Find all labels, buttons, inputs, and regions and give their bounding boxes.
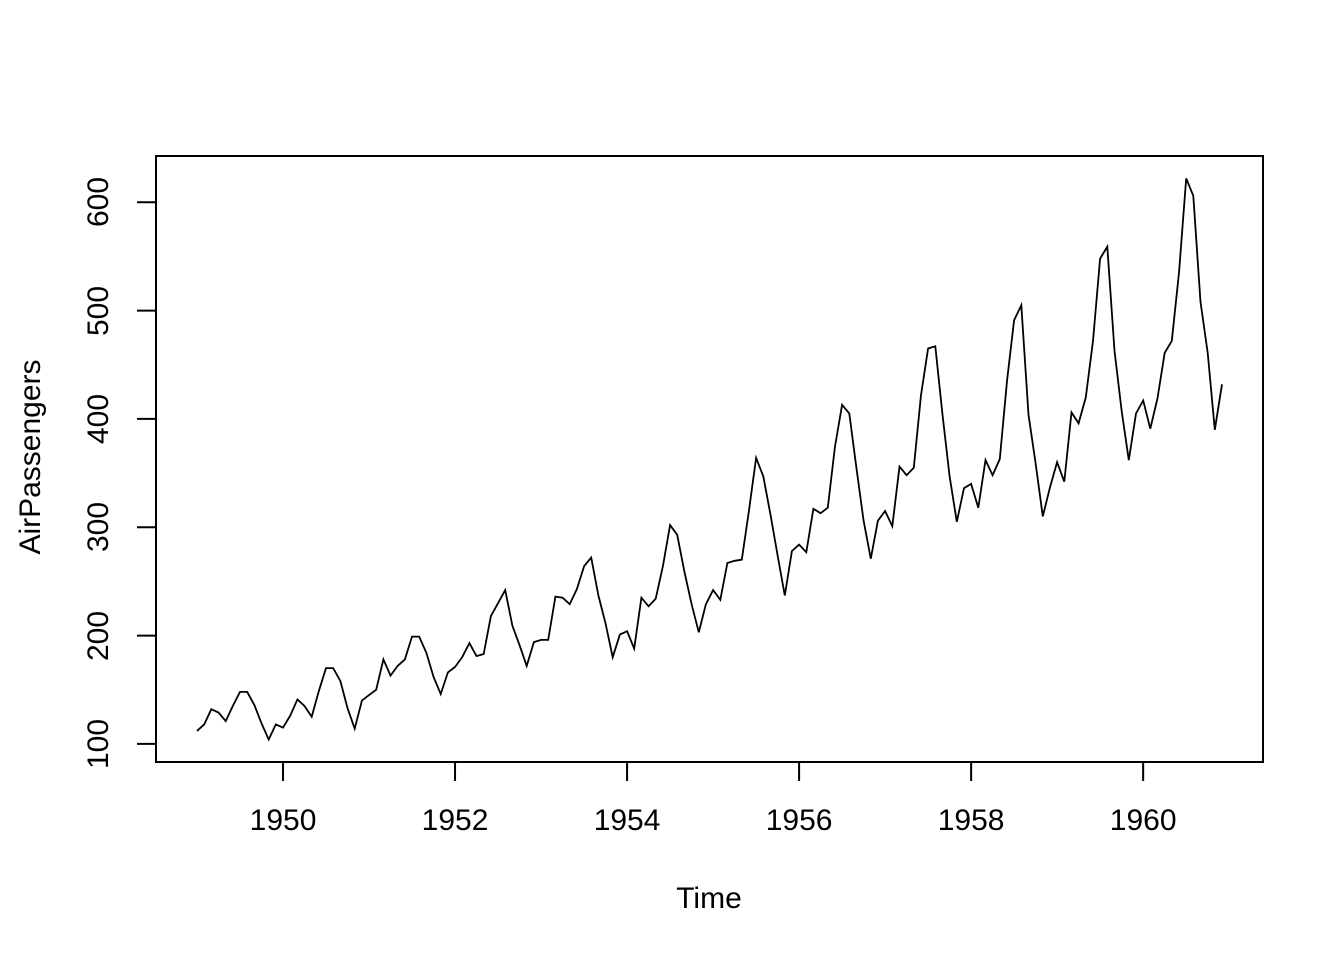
x-tick-label: 1960 xyxy=(1109,804,1177,837)
x-axis-title: Time xyxy=(676,882,742,915)
x-tick-label: 1952 xyxy=(421,804,489,837)
y-axis-ticks xyxy=(137,201,156,745)
x-tick-label: 1954 xyxy=(593,804,661,837)
airpassengers-series-line xyxy=(196,178,1223,742)
plot-box xyxy=(155,155,1264,763)
x-tick-label: 1956 xyxy=(765,804,833,837)
y-tick-label: 300 xyxy=(82,502,115,553)
y-tick-label: 500 xyxy=(82,285,115,336)
y-tick-label: 100 xyxy=(82,718,115,769)
x-tick-label: 1950 xyxy=(249,804,317,837)
y-tick-label: 600 xyxy=(82,177,115,228)
y-tick-label: 400 xyxy=(82,393,115,444)
y-axis-title: AirPassengers xyxy=(14,359,47,555)
y-tick-label: 200 xyxy=(82,610,115,661)
x-tick-label: 1958 xyxy=(937,804,1005,837)
x-axis-ticks xyxy=(282,762,1145,781)
